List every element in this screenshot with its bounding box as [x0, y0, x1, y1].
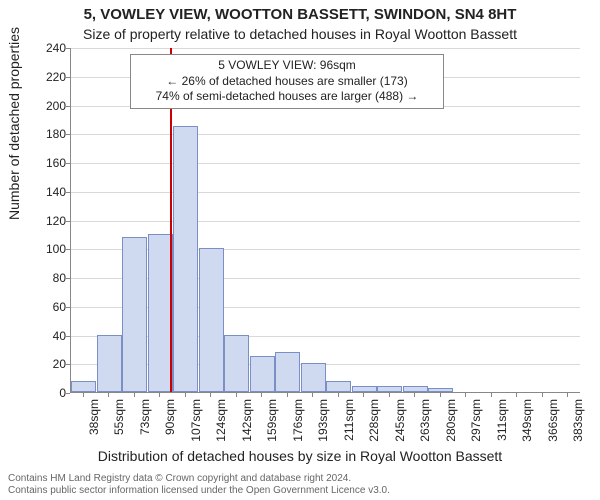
annotation-line-1: 5 VOWLEY VIEW: 96sqm [137, 58, 437, 74]
x-tick-mark [440, 393, 441, 397]
footer: Contains HM Land Registry data © Crown c… [8, 473, 592, 497]
x-tick-label: 280sqm [444, 399, 458, 442]
x-tick-label: 176sqm [291, 399, 305, 442]
grid-line [71, 192, 580, 193]
footer-line-2: Contains public sector information licen… [8, 485, 592, 497]
y-tick-label: 0 [36, 386, 66, 400]
x-tick-mark [363, 393, 364, 397]
grid-line [71, 221, 580, 222]
x-tick-mark [516, 393, 517, 397]
x-tick-mark [108, 393, 109, 397]
bar [326, 381, 351, 393]
x-tick-label: 366sqm [546, 399, 560, 442]
y-tick-mark [66, 192, 70, 193]
y-tick-label: 100 [36, 242, 66, 256]
x-tick-mark [465, 393, 466, 397]
x-tick-label: 142sqm [240, 399, 254, 442]
y-tick-mark [66, 48, 70, 49]
grid-line [71, 134, 580, 135]
y-tick-mark [66, 221, 70, 222]
y-tick-mark [66, 393, 70, 394]
x-tick-label: 311sqm [495, 399, 509, 441]
y-axis-label: Number of detached properties [6, 27, 22, 220]
chart-subtitle: Size of property relative to detached ho… [0, 26, 600, 42]
x-tick-mark [134, 393, 135, 397]
annotation-box: 5 VOWLEY VIEW: 96sqm ← 26% of detached h… [130, 54, 444, 109]
x-tick-label: 263sqm [418, 399, 432, 442]
y-tick-mark [66, 307, 70, 308]
x-tick-label: 55sqm [112, 399, 126, 435]
y-tick-mark [66, 364, 70, 365]
x-tick-label: 228sqm [367, 399, 381, 442]
bar [122, 237, 147, 392]
x-tick-label: 107sqm [189, 399, 203, 442]
x-tick-label: 159sqm [265, 399, 279, 442]
x-tick-mark [83, 393, 84, 397]
annotation-line-2: ← 26% of detached houses are smaller (17… [137, 74, 437, 90]
bar [352, 386, 377, 392]
bar [301, 363, 326, 392]
y-tick-label: 240 [36, 41, 66, 55]
x-tick-label: 193sqm [316, 399, 330, 442]
bar [148, 234, 173, 392]
y-tick-mark [66, 106, 70, 107]
y-tick-label: 180 [36, 127, 66, 141]
y-tick-label: 200 [36, 99, 66, 113]
x-tick-label: 245sqm [393, 399, 407, 442]
x-tick-label: 38sqm [87, 399, 101, 435]
bar [71, 381, 96, 393]
y-tick-mark [66, 336, 70, 337]
y-tick-label: 220 [36, 70, 66, 84]
y-tick-mark [66, 134, 70, 135]
chart-title: 5, VOWLEY VIEW, WOOTTON BASSETT, SWINDON… [0, 6, 600, 23]
x-tick-mark [491, 393, 492, 397]
x-tick-label: 73sqm [138, 399, 152, 435]
x-tick-mark [236, 393, 237, 397]
x-tick-label: 383sqm [571, 399, 585, 442]
x-tick-mark [185, 393, 186, 397]
grid-line [71, 48, 580, 49]
bar [377, 386, 402, 392]
x-tick-label: 297sqm [469, 399, 483, 442]
x-tick-mark [287, 393, 288, 397]
bar [250, 356, 275, 392]
x-tick-mark [338, 393, 339, 397]
y-tick-mark [66, 249, 70, 250]
y-tick-mark [66, 77, 70, 78]
x-tick-mark [389, 393, 390, 397]
x-tick-label: 349sqm [520, 399, 534, 442]
grid-line [71, 163, 580, 164]
x-tick-mark [210, 393, 211, 397]
bar [403, 386, 428, 392]
bar [224, 335, 249, 393]
y-tick-mark [66, 163, 70, 164]
bar [173, 126, 198, 392]
y-tick-mark [66, 278, 70, 279]
annotation-line-3: 74% of semi-detached houses are larger (… [137, 89, 437, 105]
x-tick-mark [542, 393, 543, 397]
chart-container: 5, VOWLEY VIEW, WOOTTON BASSETT, SWINDON… [0, 0, 600, 500]
bar [275, 352, 300, 392]
x-tick-mark [261, 393, 262, 397]
footer-line-1: Contains HM Land Registry data © Crown c… [8, 473, 592, 485]
bar [97, 335, 122, 393]
y-tick-label: 140 [36, 185, 66, 199]
y-tick-label: 60 [36, 300, 66, 314]
y-tick-label: 20 [36, 357, 66, 371]
x-axis-label: Distribution of detached houses by size … [0, 448, 600, 464]
x-tick-label: 90sqm [163, 399, 177, 435]
y-tick-label: 160 [36, 156, 66, 170]
y-tick-label: 80 [36, 271, 66, 285]
x-tick-label: 124sqm [214, 399, 228, 442]
x-tick-mark [159, 393, 160, 397]
bar [199, 248, 224, 392]
y-tick-label: 40 [36, 329, 66, 343]
x-tick-mark [567, 393, 568, 397]
x-tick-mark [312, 393, 313, 397]
bar [428, 388, 453, 392]
x-tick-mark [414, 393, 415, 397]
x-tick-label: 211sqm [342, 399, 356, 441]
y-tick-label: 120 [36, 214, 66, 228]
